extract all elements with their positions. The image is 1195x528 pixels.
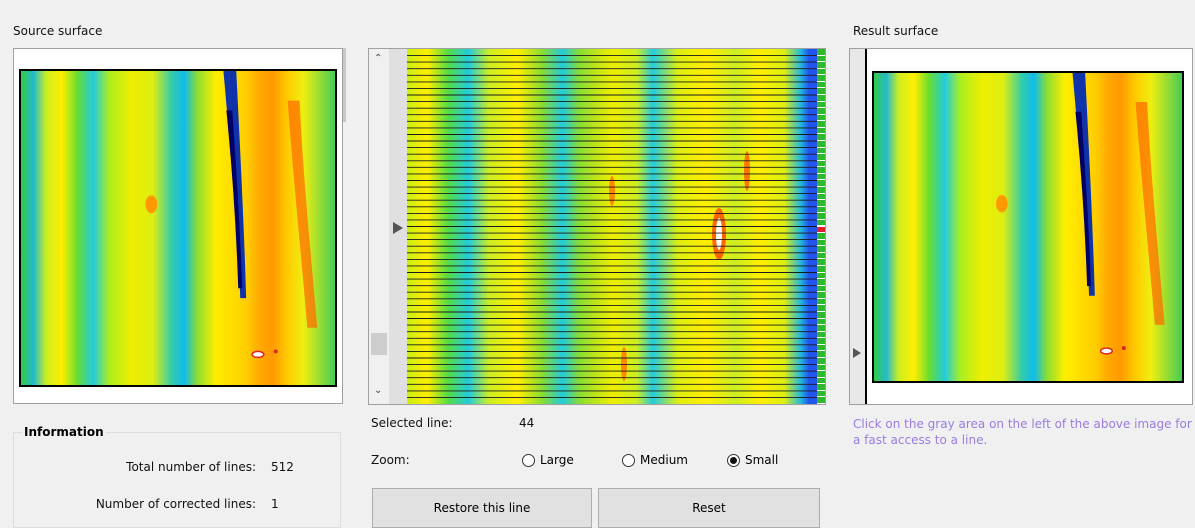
- line-status-marker: [817, 364, 825, 371]
- line-status-marker: [817, 279, 825, 285]
- line-status-marker: [817, 88, 825, 94]
- line-status-marker: [817, 127, 825, 134]
- radio-circle-icon: [522, 453, 535, 467]
- zoom-label: Zoom:: [371, 453, 410, 467]
- line-status-marker: [817, 219, 825, 226]
- line-status-marker: [817, 298, 825, 305]
- line-status-marker: [817, 285, 825, 292]
- result-surface-title: Result surface: [853, 24, 939, 38]
- line-status-marker: [817, 167, 825, 173]
- line-status-marker: [817, 338, 825, 344]
- selected-line-value: 44: [519, 416, 535, 430]
- line-status-marker: [817, 49, 825, 55]
- information-group: [13, 432, 341, 528]
- line-status-marker: [817, 390, 825, 397]
- line-status-marker: [817, 252, 825, 259]
- line-status-marker: [817, 200, 825, 206]
- line-status-marker: [817, 108, 825, 114]
- source-surface-title: Source surface: [13, 24, 103, 38]
- source-panel-splitter[interactable]: [343, 48, 346, 122]
- line-status-marker: [817, 160, 825, 167]
- line-status-marker: [817, 377, 825, 384]
- line-status-marker: [817, 384, 825, 390]
- zoomed-lines-image[interactable]: [407, 49, 817, 404]
- radio-circle-icon: [622, 453, 635, 467]
- line-status-marker: [817, 233, 825, 239]
- line-status-marker: [817, 397, 825, 403]
- selected-line-pointer-icon: [393, 222, 403, 234]
- line-status-markers: [817, 49, 825, 404]
- scroll-up-icon[interactable]: ⌃: [374, 53, 383, 64]
- selected-line-label: Selected line:: [371, 416, 453, 430]
- line-status-marker: [817, 55, 825, 62]
- line-status-marker: [817, 272, 825, 279]
- reset-button[interactable]: Reset: [598, 488, 820, 528]
- line-status-marker: [817, 62, 825, 68]
- line-status-marker: [817, 206, 825, 213]
- line-status-marker: [817, 173, 825, 180]
- corrected-lines-value: 1: [271, 497, 279, 511]
- line-status-marker: [817, 259, 825, 265]
- total-lines-label: Total number of lines:: [126, 460, 256, 474]
- line-status-marker: [817, 325, 825, 331]
- line-status-marker: [817, 265, 825, 272]
- line-status-marker: [817, 141, 825, 147]
- source-surface-panel: [13, 48, 343, 404]
- line-status-marker: [817, 213, 825, 219]
- total-lines-value: 512: [271, 460, 294, 474]
- line-status-marker: [817, 95, 825, 101]
- line-status-marker: [817, 305, 825, 311]
- zoom-small-radio[interactable]: Small: [727, 453, 778, 467]
- corrected-lines-label: Number of corrected lines:: [95, 497, 256, 511]
- line-status-marker: [817, 187, 825, 193]
- zoom-medium-radio[interactable]: Medium: [622, 453, 688, 467]
- line-status-marker: [817, 81, 825, 88]
- result-line-pointer-icon: [853, 348, 861, 358]
- scrollbar-thumb[interactable]: [371, 333, 387, 355]
- zoom-large-radio[interactable]: Large: [522, 453, 574, 467]
- line-status-marker: [817, 101, 825, 108]
- line-status-marker: [817, 311, 825, 318]
- line-status-marker: [817, 226, 825, 233]
- line-status-marker: [817, 239, 825, 246]
- line-status-marker: [817, 193, 825, 200]
- line-selector-strip[interactable]: [389, 49, 407, 404]
- line-status-marker: [817, 331, 825, 338]
- line-status-marker: [817, 344, 825, 351]
- line-status-marker: [817, 371, 825, 377]
- line-status-marker: [817, 121, 825, 127]
- result-surface-image: [872, 71, 1184, 383]
- line-status-marker: [817, 180, 825, 187]
- line-status-marker: [817, 134, 825, 141]
- radio-checked-icon: [727, 453, 740, 467]
- scroll-down-icon[interactable]: ⌄: [374, 385, 383, 396]
- line-status-marker: [817, 318, 825, 325]
- line-status-marker: [817, 75, 825, 81]
- result-line-selector-strip[interactable]: [850, 49, 867, 404]
- line-status-marker: [817, 357, 825, 364]
- line-status-marker: [817, 68, 825, 75]
- line-status-marker: [817, 147, 825, 154]
- line-status-marker: [817, 154, 825, 160]
- line-viewer-scrollbar[interactable]: ⌃ ⌄: [369, 49, 389, 404]
- information-title: Information: [22, 425, 106, 439]
- line-status-marker: [817, 114, 825, 121]
- line-viewer-panel: ⌃ ⌄: [368, 48, 826, 405]
- line-status-marker: [817, 246, 825, 252]
- line-status-marker: [817, 351, 825, 357]
- line-access-hint: Click on the gray area on the left of th…: [853, 417, 1192, 447]
- source-surface-image: [19, 69, 337, 387]
- line-status-marker: [817, 292, 825, 298]
- restore-line-button[interactable]: Restore this line: [372, 488, 592, 528]
- result-surface-panel: [849, 48, 1193, 405]
